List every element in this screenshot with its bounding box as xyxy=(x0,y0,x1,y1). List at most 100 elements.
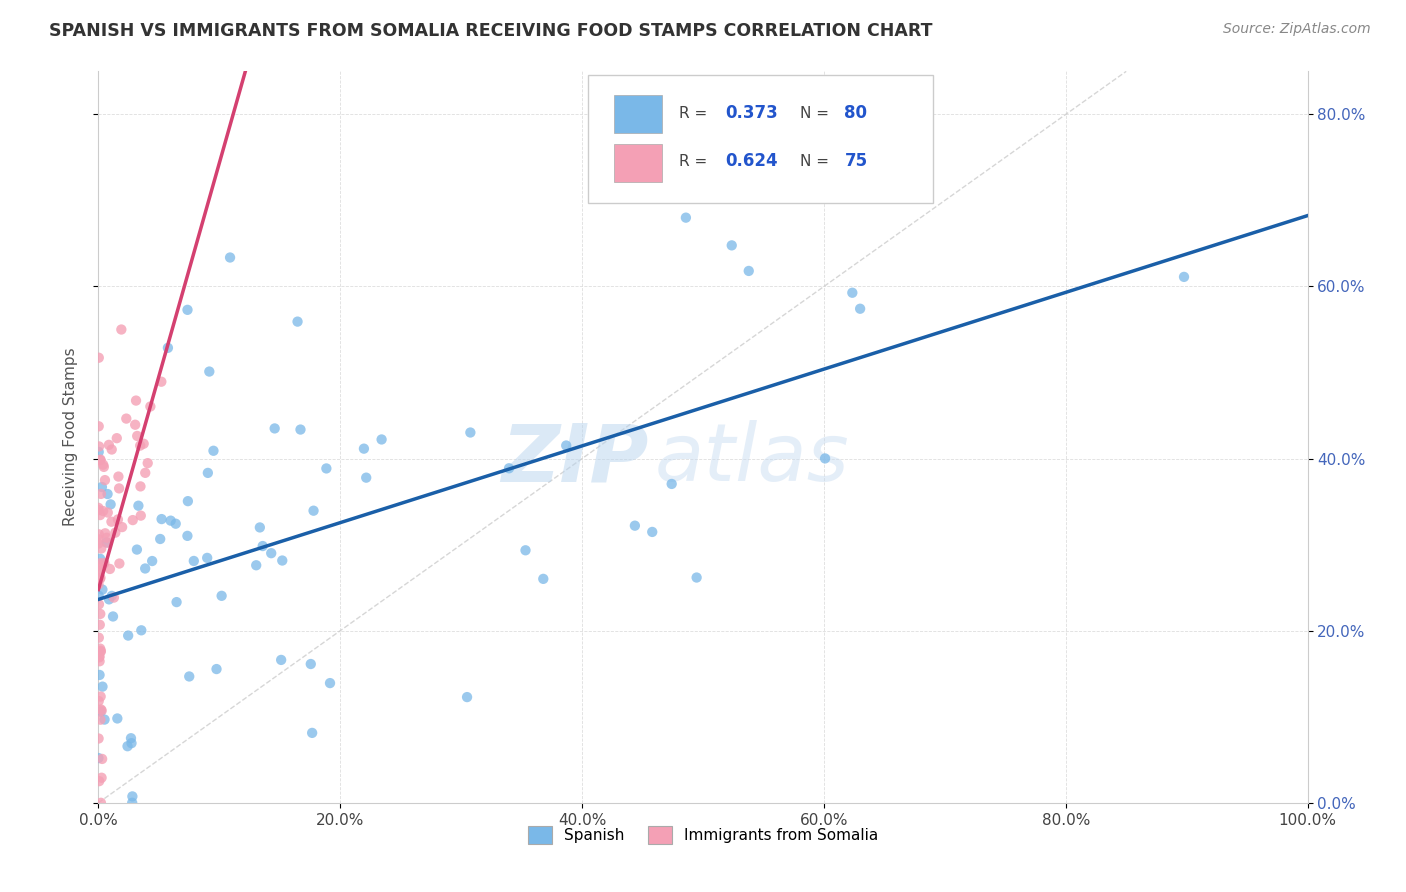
Point xyxy=(97,487,120,501)
Point xyxy=(460,425,482,440)
Point xyxy=(108,557,131,571)
Point xyxy=(87,589,110,603)
Point xyxy=(290,423,312,437)
FancyBboxPatch shape xyxy=(613,144,662,182)
Text: ZIP: ZIP xyxy=(501,420,648,498)
Text: 0.373: 0.373 xyxy=(724,104,778,122)
Point xyxy=(89,551,111,566)
Point xyxy=(319,676,342,690)
Point xyxy=(89,571,111,585)
Point xyxy=(87,440,110,454)
Point xyxy=(139,400,162,414)
Point xyxy=(93,556,115,570)
Point xyxy=(183,554,205,568)
Point xyxy=(205,662,228,676)
Point xyxy=(121,796,143,810)
Point xyxy=(87,533,110,547)
Point xyxy=(245,558,267,573)
Point xyxy=(89,774,111,789)
Point xyxy=(97,506,120,520)
Point xyxy=(141,554,163,568)
Point xyxy=(315,461,337,475)
Point xyxy=(93,459,115,474)
Point xyxy=(136,456,159,470)
Point xyxy=(132,436,155,450)
Point xyxy=(370,433,392,447)
Point xyxy=(91,582,114,597)
Point xyxy=(271,553,294,567)
Point xyxy=(90,796,112,810)
Point xyxy=(121,513,143,527)
Point xyxy=(252,539,274,553)
Point xyxy=(100,589,122,603)
Point xyxy=(353,442,375,456)
Point xyxy=(354,470,377,484)
Point xyxy=(87,694,110,708)
Point xyxy=(90,705,112,719)
Point xyxy=(90,702,112,716)
Point xyxy=(97,438,120,452)
Point xyxy=(125,542,148,557)
Point xyxy=(127,429,149,443)
FancyBboxPatch shape xyxy=(588,75,932,203)
Point xyxy=(661,477,683,491)
Text: N =: N = xyxy=(800,153,834,169)
Point xyxy=(179,669,201,683)
Text: 80: 80 xyxy=(845,104,868,122)
Point xyxy=(166,595,188,609)
Point xyxy=(98,592,121,607)
Point xyxy=(103,591,125,605)
Point xyxy=(720,238,742,252)
FancyBboxPatch shape xyxy=(613,95,662,133)
Point xyxy=(176,529,198,543)
Point xyxy=(531,572,554,586)
Point xyxy=(91,752,114,766)
Point xyxy=(89,508,111,522)
Point xyxy=(107,469,129,483)
Point xyxy=(107,512,129,526)
Point xyxy=(197,466,219,480)
Point xyxy=(195,550,218,565)
Y-axis label: Receiving Food Stamps: Receiving Food Stamps xyxy=(63,348,77,526)
Point xyxy=(89,641,111,656)
Point xyxy=(301,726,323,740)
Point xyxy=(90,644,112,658)
Point xyxy=(87,503,110,517)
Point xyxy=(125,393,148,408)
Point xyxy=(287,315,309,329)
Point xyxy=(89,668,111,682)
Point xyxy=(129,508,152,523)
Point xyxy=(108,482,131,496)
Point xyxy=(94,526,117,541)
Text: R =: R = xyxy=(679,153,711,169)
Point xyxy=(555,438,578,452)
Point xyxy=(89,607,111,621)
Point xyxy=(90,644,112,658)
Text: 0.624: 0.624 xyxy=(724,153,778,170)
Point xyxy=(105,711,128,725)
Point xyxy=(134,561,156,575)
Text: atlas: atlas xyxy=(655,420,849,498)
Point xyxy=(176,302,198,317)
Point xyxy=(117,739,139,754)
Point xyxy=(87,565,110,579)
Point xyxy=(89,572,111,586)
Point xyxy=(156,341,179,355)
Text: Source: ZipAtlas.com: Source: ZipAtlas.com xyxy=(1223,22,1371,37)
Point xyxy=(498,461,520,475)
Point xyxy=(91,458,114,472)
Point xyxy=(117,629,139,643)
Point xyxy=(134,466,156,480)
Point xyxy=(87,527,110,541)
Point xyxy=(87,751,110,765)
Point xyxy=(101,609,124,624)
Point xyxy=(814,451,837,466)
Point xyxy=(87,500,110,515)
Point xyxy=(87,445,110,459)
Point xyxy=(675,211,697,225)
Point xyxy=(299,657,322,671)
Point xyxy=(87,598,110,612)
Point xyxy=(90,704,112,718)
Text: N =: N = xyxy=(800,105,834,120)
Point xyxy=(87,558,110,573)
